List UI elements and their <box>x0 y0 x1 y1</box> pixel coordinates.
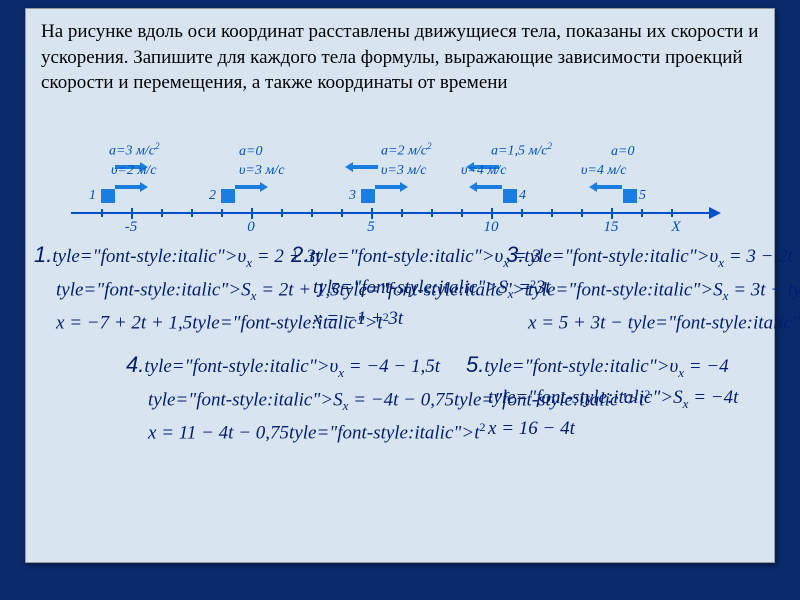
body-number: 4 <box>519 188 526 204</box>
tick-label: 0 <box>247 219 255 236</box>
tick-minor <box>581 209 583 217</box>
tick-major <box>611 208 613 219</box>
tick-minor <box>191 209 193 217</box>
axis-arrow-head <box>709 207 721 219</box>
tick-major <box>131 208 133 219</box>
body-square <box>623 189 637 203</box>
tick-minor <box>641 209 643 217</box>
answer-line: tyle="font-style:italic">Sx = −4t <box>488 387 738 412</box>
accel-label: a=2 м/с2 <box>381 141 432 160</box>
tick-minor <box>311 209 313 217</box>
diagram: -5051015X 1a=3 м/с2υ=2 м/с2a=0υ=3 м/с3a=… <box>71 112 729 232</box>
tick-minor <box>671 209 673 217</box>
tick-major <box>251 208 253 219</box>
body-square <box>221 189 235 203</box>
tick-minor <box>341 209 343 217</box>
problem-text: На рисунке вдоль оси координат расставле… <box>26 9 774 104</box>
tick-minor <box>521 209 523 217</box>
arrow-right-icon <box>115 182 148 192</box>
tick-major <box>371 208 373 219</box>
answer-line: x = 16 − 4t <box>488 418 738 440</box>
body-number: 5 <box>639 188 646 204</box>
answer-line: tyle="font-style:italic">Sx = 3t − tyle=… <box>528 277 800 304</box>
arrow-right-icon <box>375 182 408 192</box>
axis-line <box>71 212 711 214</box>
velocity-label: υ=3 м/с <box>239 163 284 179</box>
velocity-label: υ=2 м/с <box>111 163 156 179</box>
accel-label: a=0 <box>239 144 262 160</box>
velocity-label: υ=3 м/с <box>381 163 426 179</box>
tick-minor <box>401 209 403 217</box>
accel-label: a=0 <box>611 144 634 160</box>
tick-label: -5 <box>125 219 138 236</box>
arrow-left-icon <box>345 162 378 172</box>
tick-minor <box>101 209 103 217</box>
velocity-label: υ=4 м/с <box>581 163 626 179</box>
tick-major <box>491 208 493 219</box>
body-number: 3 <box>349 188 356 204</box>
tick-minor <box>281 209 283 217</box>
arrow-right-icon <box>235 182 268 192</box>
answer-group: 5.tyle="font-style:italic">υx = −4 tyle="… <box>466 352 738 446</box>
body-square <box>503 189 517 203</box>
body-number: 2 <box>209 188 216 204</box>
accel-label: a=1,5 м/с2 <box>491 141 552 160</box>
answer-line: x = 5 + 3t − tyle="font-style:italic">t2 <box>528 310 800 334</box>
body-square <box>101 189 115 203</box>
velocity-label: υ=4 м/с <box>461 163 506 179</box>
tick-label: 10 <box>484 219 499 236</box>
tick-label: X <box>671 219 680 236</box>
body-number: 1 <box>89 188 96 204</box>
tick-minor <box>221 209 223 217</box>
answer-line: 5.tyle="font-style:italic">υx = −4 <box>466 352 738 381</box>
tick-minor <box>161 209 163 217</box>
arrow-left-icon <box>469 182 502 192</box>
body-square <box>361 189 375 203</box>
tick-minor <box>461 209 463 217</box>
accel-label: a=3 м/с2 <box>109 141 160 160</box>
tick-label: 5 <box>367 219 375 236</box>
answer-group: 3.tyle="font-style:italic">υx = 3 − 2t ty… <box>506 242 800 340</box>
tick-minor <box>431 209 433 217</box>
slide: На рисунке вдоль оси координат расставле… <box>25 8 775 563</box>
tick-label: 15 <box>604 219 619 236</box>
answer-line: 3.tyle="font-style:italic">υx = 3 − 2t <box>506 242 800 271</box>
arrow-left-icon <box>589 182 622 192</box>
tick-minor <box>551 209 553 217</box>
